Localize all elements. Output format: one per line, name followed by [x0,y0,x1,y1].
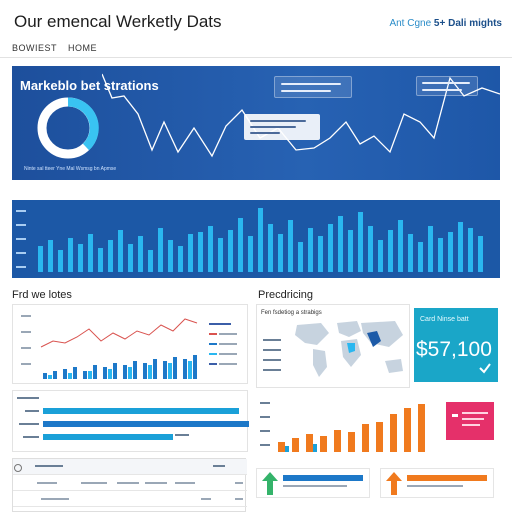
table-row[interactable] [13,491,247,507]
brand-name: 5+ Dali mights [433,18,502,29]
header-divider [0,57,512,58]
growth-card-green[interactable] [256,468,370,498]
bar-chart [16,208,483,272]
nav-item-bowiest[interactable]: BOWIEST [12,43,58,53]
stat-card[interactable]: Card Ninse batt $57,100 [414,308,498,382]
hero-title: Markeblo bet strations [20,78,159,93]
table-row-toggle-icon[interactable] [14,464,22,472]
section-title-left: Frd we lotes [12,289,72,301]
table-header [13,459,247,475]
gift-card[interactable] [446,402,494,440]
hero-panel: Markeblo bet strations Ninte sal tteer Y… [12,66,500,180]
brand-logo: Ant Cgne 5+ Dali mights [389,18,502,29]
bar-chart-panel [12,200,500,278]
table-row[interactable] [13,475,247,491]
chart-callout-right [416,76,478,96]
combo-chart-panel [12,304,248,384]
stat-label: Card Ninse batt [420,316,469,323]
data-table [12,458,247,512]
brand-prefix: Ant Cgne [389,18,434,29]
top-nav: BOWIEST HOME [12,43,105,53]
up-arrow-icon [386,472,487,495]
growth-card-orange[interactable] [380,468,494,498]
up-arrow-icon [262,472,363,495]
horizontal-bar-chart [17,397,255,440]
combo-chart [21,315,237,379]
hero-line-chart [102,73,500,158]
donut-chart-icon [37,97,99,159]
world-map-icon [263,321,403,377]
horizontal-bar-panel [12,390,255,452]
hero-caption: Ninte sal tteer Yne Mal Wsmsg bn Apmse [24,166,117,172]
nav-item-home[interactable]: HOME [68,43,98,53]
chart-callout-mid [244,114,320,140]
map-panel: Fen fsdetiog a strabigs [256,304,410,388]
map-label: Fen fsdetiog a strabigs [261,310,322,316]
orange-bar-chart [260,402,425,452]
section-title-right: Precdricing [258,289,314,301]
page-title: Our emencal Werketly Dats [14,12,222,31]
chart-callout-top [274,76,352,98]
combo-legend [209,323,237,365]
gift-icon [452,412,488,426]
stat-value: $57,100 [416,338,492,361]
check-icon [479,363,491,374]
orange-bar-panel [256,394,442,456]
